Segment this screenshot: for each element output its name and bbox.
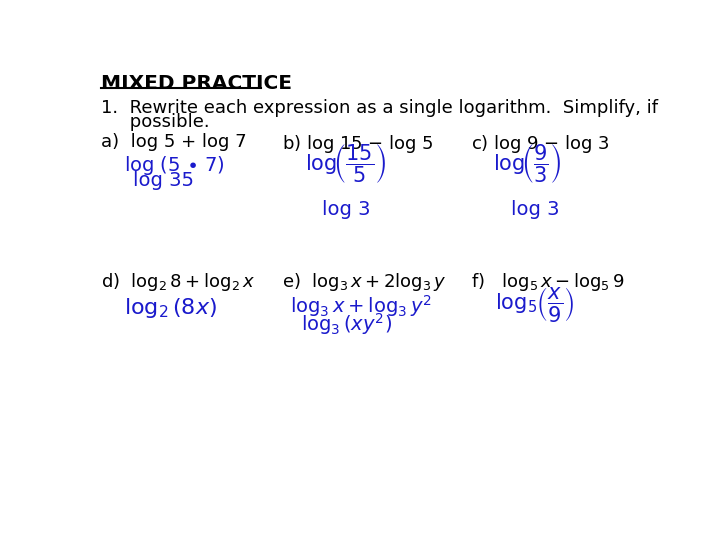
Text: log 3: log 3 [323,200,371,219]
Text: MIXED PRACTICE: MIXED PRACTICE [101,74,292,93]
Text: log 3: log 3 [510,200,559,219]
Text: d)  $\log_2 8 + \log_2 x$: d) $\log_2 8 + \log_2 x$ [101,271,255,293]
Text: $\log_3 x + \log_3 y^2$: $\log_3 x + \log_3 y^2$ [290,293,432,319]
Text: 1.  Rewrite each expression as a single logarithm.  Simplify, if: 1. Rewrite each expression as a single l… [101,99,658,117]
Text: $\log_3(xy^2)$: $\log_3(xy^2)$ [301,311,392,337]
Text: $\mathrm{log}\!\left(\dfrac{9}{3}\right)$: $\mathrm{log}\!\left(\dfrac{9}{3}\right)… [493,142,561,185]
Text: f)   $\log_5 x - \log_5 9$: f) $\log_5 x - \log_5 9$ [472,271,625,293]
Text: $\log_2(8x)$: $\log_2(8x)$ [124,296,217,320]
Text: e)  $\log_3 x + 2\log_3 y$: e) $\log_3 x + 2\log_3 y$ [282,271,447,293]
Text: c) log 9 $-$ log 3: c) log 9 $-$ log 3 [472,132,611,154]
Text: possible.: possible. [101,113,210,131]
Text: log (5 $\bullet$ 7): log (5 $\bullet$ 7) [124,154,225,177]
Text: a)  log 5 + log 7: a) log 5 + log 7 [101,132,246,151]
Text: $\mathrm{log}\!\left(\dfrac{15}{5}\right)$: $\mathrm{log}\!\left(\dfrac{15}{5}\right… [305,142,387,185]
Text: $\log_5\!\left(\dfrac{x}{9}\right)$: $\log_5\!\left(\dfrac{x}{9}\right)$ [495,285,574,324]
Text: b) log 15 $-$ log 5: b) log 15 $-$ log 5 [282,132,434,154]
Text: log 35: log 35 [132,171,194,190]
